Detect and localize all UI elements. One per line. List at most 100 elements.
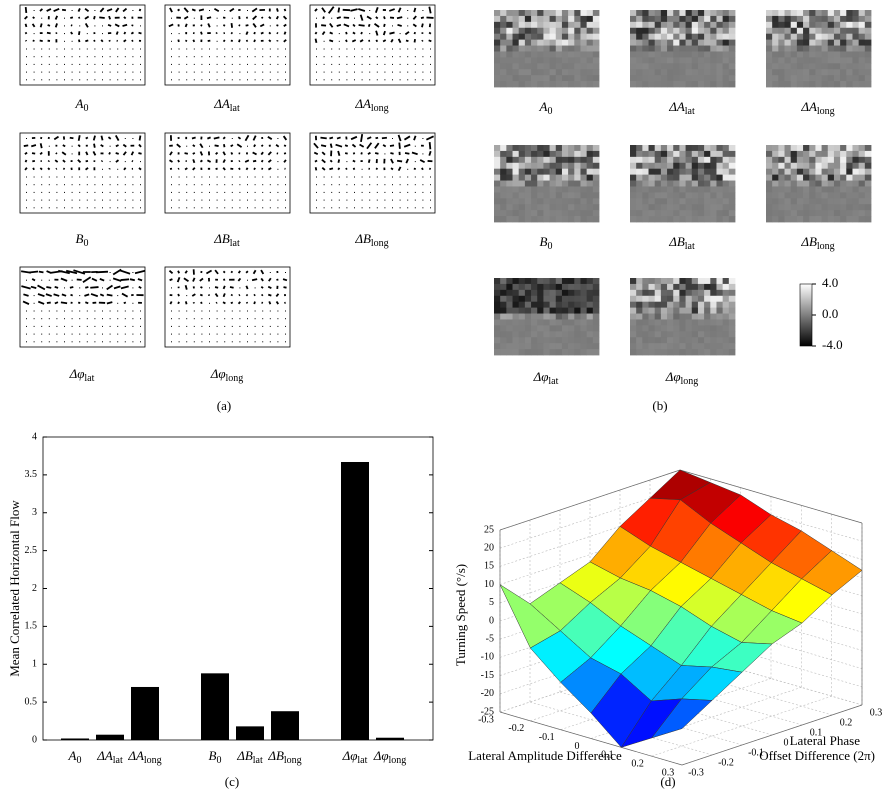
image-pixel: [649, 181, 656, 187]
flow-dot: [400, 184, 401, 185]
image-pixel: [568, 16, 575, 22]
flow-dot: [354, 72, 355, 73]
flow-dot: [49, 318, 50, 319]
image-pixel: [562, 175, 569, 181]
flow-dot: [41, 341, 42, 342]
image-pixel: [525, 16, 532, 22]
image-pixel: [729, 319, 736, 325]
flow-dot: [285, 72, 286, 73]
image-pixel: [494, 10, 501, 16]
flow-dot: [354, 184, 355, 185]
image-pixel: [704, 198, 711, 204]
image-pixel: [840, 28, 847, 34]
flow-arrow: [39, 272, 44, 273]
image-pixel: [519, 16, 526, 22]
image-pixel: [834, 51, 841, 57]
image-pixel: [809, 69, 816, 75]
image-pixel: [494, 186, 501, 192]
image-pixel: [797, 63, 804, 69]
image-pixel: [716, 51, 723, 57]
image-pixel: [723, 343, 730, 349]
flow-dot: [407, 18, 408, 19]
image-pixel: [519, 57, 526, 63]
image-pixel: [655, 325, 662, 331]
flow-dot: [41, 207, 42, 208]
image-pixel: [574, 192, 581, 198]
caption-main: B: [540, 234, 548, 249]
image-pixel: [642, 163, 649, 169]
image-pixel: [513, 16, 520, 22]
image-pixel: [562, 28, 569, 34]
flow-dot: [186, 334, 187, 335]
image-pixel: [513, 22, 520, 28]
image-pixel: [716, 325, 723, 331]
flow-dot: [209, 192, 210, 193]
image-pixel: [550, 290, 557, 296]
image-pixel: [766, 16, 773, 22]
flow-arrow: [239, 39, 240, 42]
flow-arrow: [54, 9, 60, 11]
image-pixel: [574, 157, 581, 163]
flow-dot: [430, 72, 431, 73]
image-pixel: [642, 28, 649, 34]
image-pixel: [494, 308, 501, 314]
flow-dot: [362, 72, 363, 73]
flow-arrow: [284, 40, 286, 42]
flow-dot: [56, 311, 57, 312]
image-pixel: [679, 337, 686, 343]
image-pixel: [673, 284, 680, 290]
flow-dot: [102, 192, 103, 193]
image-pixel: [710, 63, 717, 69]
image-pixel: [494, 151, 501, 157]
flow-arrow: [200, 295, 202, 296]
image-pixel: [531, 81, 538, 87]
image-pixel: [562, 186, 569, 192]
flow-arrow: [404, 136, 410, 139]
image-pixel: [716, 28, 723, 34]
image-pixel: [710, 175, 717, 181]
flow-arrow: [277, 16, 278, 19]
flow-dot: [255, 326, 256, 327]
y-tick-label: 0.5: [25, 696, 38, 707]
image-pixel: [636, 169, 643, 175]
image-pixel: [667, 314, 674, 320]
image-pixel: [537, 22, 544, 28]
image-pixel: [568, 284, 575, 290]
flow-dot: [117, 184, 118, 185]
image-pixel: [698, 51, 705, 57]
image-pixel: [506, 151, 513, 157]
image-pixel: [791, 75, 798, 81]
image-pixel: [723, 163, 730, 169]
image-pixel: [865, 163, 872, 169]
image-pixel: [778, 10, 785, 16]
flow-dot: [125, 72, 126, 73]
image-pixel: [815, 157, 822, 163]
image-pixel: [865, 28, 872, 34]
flow-dot: [201, 341, 202, 342]
flow-dot: [186, 79, 187, 80]
image-pixel: [846, 63, 853, 69]
flow-dot: [64, 56, 65, 57]
flow-arrow: [32, 153, 35, 154]
flow-dot: [72, 334, 73, 335]
image-pixel: [716, 349, 723, 355]
image-pixel: [716, 302, 723, 308]
flow-arrow: [405, 32, 409, 35]
flow-dot: [94, 25, 95, 26]
image-pixel: [686, 216, 693, 222]
image-pixel: [716, 175, 723, 181]
flow-dot: [255, 334, 256, 335]
flow-dot: [72, 318, 73, 319]
flow-dot: [270, 207, 271, 208]
image-pixel: [593, 302, 600, 308]
image-pixel: [822, 46, 829, 52]
image-pixel: [723, 290, 730, 296]
flow-dot: [316, 177, 317, 178]
image-pixel: [865, 169, 872, 175]
image-pixel: [525, 216, 532, 222]
image-pixel: [797, 210, 804, 216]
flow-arrow: [322, 152, 325, 155]
image-pixel: [791, 192, 798, 198]
image-pixel: [686, 34, 693, 40]
image-pixel: [692, 163, 699, 169]
